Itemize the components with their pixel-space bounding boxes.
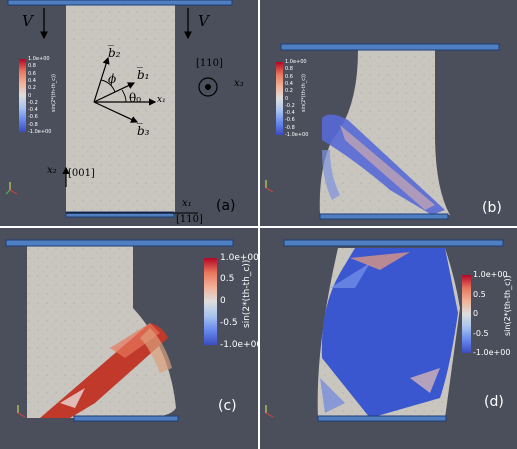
- theta-arc: [121, 89, 127, 103]
- velocity-label-left: V: [22, 12, 33, 30]
- colorbar-tick-label: 0: [220, 296, 226, 307]
- colorbar-b: [276, 62, 283, 135]
- top-plate-d: [283, 239, 504, 247]
- top-plate: [7, 0, 233, 6]
- colorbar-tick-label: 0.6: [28, 70, 36, 77]
- colorbar-tick-label: 0.8: [285, 66, 293, 73]
- colorbar-tick-label: 1.0e+00: [28, 56, 50, 62]
- bottom-plate: [65, 211, 175, 218]
- colorbar-tick-label: -0.5: [473, 328, 489, 338]
- colorbar-tick-label: 0.4: [285, 80, 293, 87]
- colorbar-tick-label: -0.2: [285, 102, 295, 109]
- dir-110-top-label: [110]: [196, 58, 223, 69]
- theta-label: θ₀: [129, 91, 142, 105]
- colorbar-tick-label: -0.8: [285, 124, 295, 131]
- x1-arrow-label: x₁: [157, 95, 166, 105]
- colorbar-a: [19, 59, 26, 132]
- colorbar-d-title: sin(2*(th-th_c)): [503, 275, 512, 336]
- panel-c: 1.0e+00 0.5 0 -0.5 -1.0e+00 sin(2*(th-th_c))…: [0, 228, 258, 449]
- b1-label: b̅₁: [137, 68, 150, 82]
- bottom-plate-d: [317, 415, 447, 422]
- colorbar-tick-label: 0.6: [285, 73, 293, 80]
- colorbar-tick-label: 0: [285, 95, 289, 102]
- b3-vector: [93, 101, 139, 123]
- colorbar-tick-label: 0.2: [285, 88, 293, 95]
- x3-out-of-plane-symbol: [198, 77, 218, 97]
- phi-arc: [100, 79, 116, 93]
- panel-d-label: (d): [484, 394, 504, 410]
- colorbar-tick-label: 1.0e+00: [473, 270, 508, 280]
- panel-c-label: (c): [218, 398, 237, 414]
- colorbar-tick-label: 0.4: [28, 77, 36, 84]
- colorbar-c-title: sin(2*(th-th_c)): [242, 259, 252, 328]
- panel-d: 1.0e+00 0.5 0 -0.5 -1.0e+00 sin(2*(th-th_c))…: [260, 228, 517, 449]
- panel-a: 1.0e+00 0.8 0.6 0.4 0.2 0 -0.2 -0.4 -0.6 -0.8 -1.0…: [0, 0, 258, 226]
- colorbar-tick-label: -1.0e+00: [220, 339, 258, 350]
- panel-a-graphics: [5, 0, 233, 218]
- colorbar-tick-label: -1.0e+00: [285, 132, 309, 138]
- colorbar-tick-label: 0: [28, 92, 32, 99]
- colorbar-tick-label: 0.5: [220, 274, 235, 285]
- colorbar-b-title: sin(2*(th-th_c)): [301, 74, 307, 112]
- colorbar-tick-label: -0.6: [285, 117, 295, 124]
- dir-001-label: [001]: [68, 168, 95, 179]
- phi-label: ϕ: [108, 72, 117, 86]
- colorbar-tick-label: 0.2: [28, 85, 36, 92]
- colorbar-tick-label: -1.0e+00: [473, 348, 511, 358]
- panel-b-graphics: [265, 43, 500, 220]
- colorbar-c: [204, 258, 217, 345]
- panel-b: 1.0e+00 0.8 0.6 0.4 0.2 0 -0.2 -0.4 -0.6 -0.8 -1.0…: [260, 0, 517, 226]
- colorbar-a-title: sin(2*(th-th_c)): [51, 74, 57, 112]
- x3-label: x₃: [234, 78, 244, 89]
- colorbar-tick-label: -0.2: [28, 99, 38, 106]
- x2-label: x₂: [47, 165, 57, 176]
- velocity-label-right: V: [198, 12, 209, 30]
- bottom-plate-b: [319, 213, 449, 220]
- colorbar-tick-label: -0.8: [28, 121, 38, 128]
- top-plate-c: [5, 239, 234, 247]
- colorbar-tick-label: -1.0e+00: [28, 129, 52, 135]
- b3-label: b̅₃: [137, 124, 150, 138]
- x1-bottom-label: x₁: [182, 198, 192, 209]
- b1-vector: [93, 82, 136, 103]
- panel-d-graphics: [265, 239, 504, 422]
- colorbar-tick-label: -0.6: [28, 114, 38, 121]
- colorbar-tick-label: 1.0e+00: [285, 59, 307, 65]
- top-plate-b: [280, 43, 500, 51]
- dir-110-bottom-label: [110]: [176, 214, 203, 225]
- colorbar-tick-label: 0: [473, 309, 479, 319]
- panel-b-label: (b): [482, 200, 502, 216]
- panel-c-graphics: [5, 239, 234, 422]
- colorbar-tick-label: 0.8: [28, 63, 36, 70]
- colorbar-tick-label: 1.0e+00: [220, 252, 258, 263]
- colorbar-tick-label: -0.4: [285, 110, 295, 117]
- colorbar-tick-label: -0.5: [220, 317, 238, 328]
- b2-label: b̅₂: [108, 46, 121, 60]
- bottom-plate-c: [73, 415, 179, 422]
- panel-a-label: (a): [216, 198, 236, 214]
- colorbar-tick-label: -0.4: [28, 107, 38, 114]
- colorbar-d: [462, 275, 471, 353]
- colorbar-tick-label: 0.5: [473, 289, 486, 299]
